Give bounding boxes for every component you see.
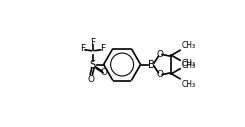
Text: O: O	[88, 75, 95, 84]
Text: O: O	[101, 68, 108, 77]
Text: F: F	[90, 38, 95, 47]
Text: B: B	[148, 60, 155, 69]
Text: F: F	[80, 44, 86, 53]
Text: S: S	[90, 60, 96, 69]
Text: CH₃: CH₃	[181, 61, 195, 70]
Text: O: O	[156, 50, 163, 59]
Text: CH₃: CH₃	[181, 41, 195, 50]
Text: F: F	[100, 44, 105, 53]
Text: O: O	[156, 70, 163, 79]
Text: CH₃: CH₃	[181, 59, 195, 68]
Text: CH₃: CH₃	[181, 80, 195, 89]
